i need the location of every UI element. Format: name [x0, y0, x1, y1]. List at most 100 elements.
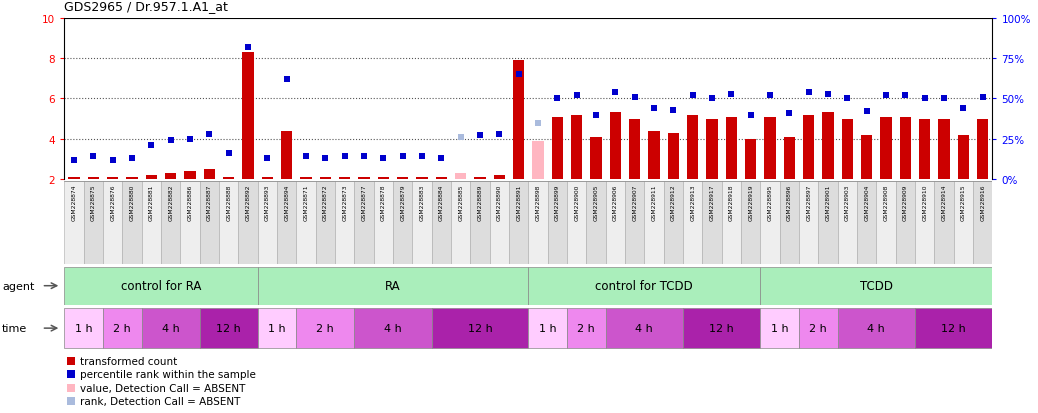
Text: 4 h: 4 h: [635, 323, 653, 333]
Bar: [199, 309, 257, 348]
Bar: [629, 119, 640, 180]
Bar: [802, 115, 815, 180]
Bar: [954, 182, 973, 264]
Bar: [450, 182, 470, 264]
Text: GSM228887: GSM228887: [207, 184, 212, 221]
Bar: [474, 178, 486, 180]
Bar: [760, 309, 799, 348]
Text: GSM228895: GSM228895: [767, 184, 772, 221]
Text: GDS2965 / Dr.957.1.A1_at: GDS2965 / Dr.957.1.A1_at: [64, 0, 228, 13]
Bar: [741, 182, 760, 264]
Bar: [199, 182, 219, 264]
Bar: [586, 182, 606, 264]
Bar: [838, 309, 916, 348]
Text: 4 h: 4 h: [162, 323, 180, 333]
Bar: [591, 138, 602, 180]
Text: GSM228888: GSM228888: [226, 184, 231, 221]
Bar: [896, 182, 916, 264]
Bar: [122, 182, 141, 264]
Text: GSM228896: GSM228896: [787, 184, 792, 221]
Text: GSM228881: GSM228881: [148, 184, 154, 221]
Bar: [277, 182, 296, 264]
Bar: [625, 182, 645, 264]
Text: GSM228880: GSM228880: [130, 184, 135, 221]
Bar: [760, 182, 780, 264]
Text: GSM228891: GSM228891: [516, 184, 521, 221]
Text: GSM228892: GSM228892: [246, 184, 250, 221]
Bar: [335, 182, 354, 264]
Bar: [69, 178, 80, 180]
Text: GSM228885: GSM228885: [458, 184, 463, 221]
Bar: [548, 182, 567, 264]
Text: time: time: [2, 323, 27, 333]
Text: 12 h: 12 h: [709, 323, 734, 333]
Text: control for TCDD: control for TCDD: [596, 280, 693, 292]
Bar: [880, 117, 892, 180]
Bar: [745, 140, 757, 180]
Bar: [257, 309, 297, 348]
Text: GSM228905: GSM228905: [594, 184, 599, 221]
Bar: [127, 178, 138, 180]
Bar: [818, 182, 838, 264]
Bar: [513, 61, 524, 180]
Bar: [493, 176, 506, 180]
Bar: [374, 182, 393, 264]
Bar: [706, 119, 718, 180]
Bar: [184, 172, 196, 180]
Bar: [532, 141, 544, 180]
Text: GSM228871: GSM228871: [303, 184, 308, 221]
Text: control for RA: control for RA: [120, 280, 201, 292]
Text: GSM228909: GSM228909: [903, 184, 908, 221]
Bar: [64, 309, 103, 348]
Text: GSM228874: GSM228874: [72, 184, 77, 221]
Bar: [609, 113, 621, 180]
Text: GSM228872: GSM228872: [323, 184, 328, 221]
Text: GSM228916: GSM228916: [980, 184, 985, 221]
Bar: [145, 176, 157, 180]
Text: GSM228911: GSM228911: [652, 184, 656, 221]
Bar: [861, 135, 873, 180]
Text: GSM228879: GSM228879: [401, 184, 405, 221]
Bar: [223, 178, 235, 180]
Text: 12 h: 12 h: [941, 323, 966, 333]
Text: GSM228884: GSM228884: [439, 184, 444, 221]
Text: 1 h: 1 h: [539, 323, 556, 333]
Text: GSM228897: GSM228897: [807, 184, 811, 221]
Text: GSM228882: GSM228882: [168, 184, 173, 221]
Text: GSM228889: GSM228889: [477, 184, 483, 221]
Text: TCDD: TCDD: [859, 280, 893, 292]
Text: GSM228883: GSM228883: [419, 184, 425, 221]
Bar: [663, 182, 683, 264]
Bar: [338, 178, 351, 180]
Bar: [683, 182, 703, 264]
Text: agent: agent: [2, 281, 34, 291]
Text: GSM228894: GSM228894: [284, 184, 290, 221]
Bar: [87, 178, 100, 180]
Bar: [645, 182, 663, 264]
Bar: [551, 117, 564, 180]
Bar: [528, 182, 548, 264]
Text: GSM228898: GSM228898: [536, 184, 541, 221]
Text: 2 h: 2 h: [810, 323, 827, 333]
Bar: [281, 131, 293, 180]
Bar: [567, 182, 586, 264]
Bar: [320, 178, 331, 180]
Bar: [107, 178, 118, 180]
Text: 12 h: 12 h: [216, 323, 241, 333]
Bar: [703, 182, 721, 264]
Bar: [799, 182, 818, 264]
Bar: [973, 182, 992, 264]
Text: GSM228907: GSM228907: [632, 184, 637, 221]
Bar: [103, 182, 122, 264]
Text: 2 h: 2 h: [317, 323, 334, 333]
Text: GSM228908: GSM228908: [883, 184, 889, 221]
Bar: [397, 178, 409, 180]
Bar: [84, 182, 103, 264]
Bar: [432, 182, 450, 264]
Text: GSM228893: GSM228893: [265, 184, 270, 221]
Bar: [667, 133, 679, 180]
Bar: [412, 182, 432, 264]
Bar: [605, 309, 683, 348]
Bar: [914, 182, 934, 264]
Bar: [900, 117, 911, 180]
